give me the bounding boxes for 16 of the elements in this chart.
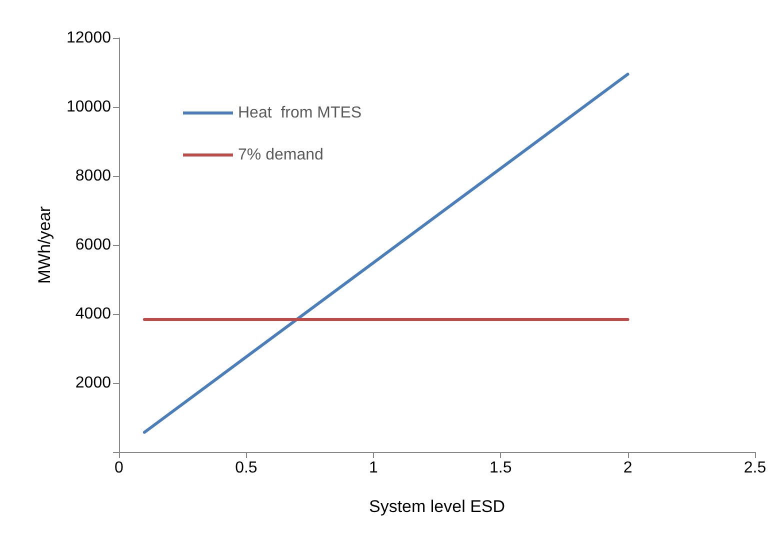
legend-label: 7% demand bbox=[238, 146, 324, 164]
y-tick-label: 4000 bbox=[75, 306, 112, 322]
x-tick-label: 2.5 bbox=[744, 460, 766, 476]
x-tick-label: 1.5 bbox=[489, 460, 512, 476]
y-tick-label: 2000 bbox=[75, 374, 112, 392]
x-axis-title: System level ESD bbox=[368, 497, 506, 516]
y-tick-label: 12000 bbox=[66, 30, 112, 46]
x-tick-label: 2 bbox=[623, 460, 632, 476]
x-tick-label: 0 bbox=[114, 460, 124, 476]
y-tick-label: 8000 bbox=[75, 168, 112, 184]
x-tick-label: 0.5 bbox=[235, 460, 258, 476]
legend-label: Heat from MTES bbox=[238, 104, 362, 122]
y-tick-label: 10000 bbox=[66, 98, 112, 116]
x-tick-label: 1 bbox=[368, 460, 378, 476]
y-axis-title: MWh/year bbox=[35, 206, 54, 284]
y-tick-label: 6000 bbox=[75, 236, 112, 254]
